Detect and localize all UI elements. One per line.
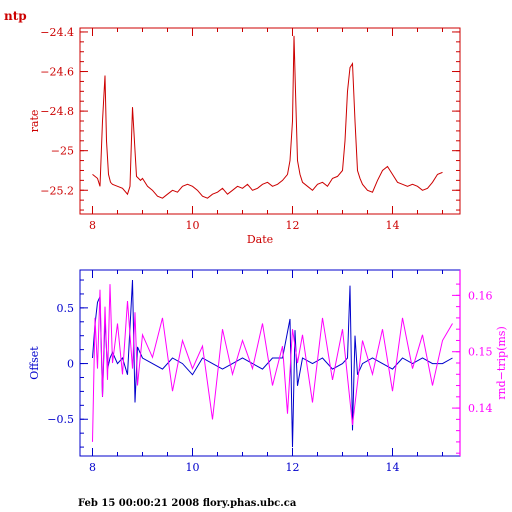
app-label: ntp — [4, 9, 27, 23]
x-tick-label: 10 — [186, 461, 200, 474]
y-tick-label: −24.4 — [40, 26, 74, 39]
x-tick-label: 14 — [386, 461, 400, 474]
x-tick-label: 8 — [89, 461, 96, 474]
footer-timestamp: Feb 15 00:00:21 2008 flory.phas.ubc.ca — [78, 498, 297, 509]
x-axis-label: Date — [247, 233, 273, 246]
x-tick-label: 12 — [286, 219, 300, 232]
y2-tick-label: 0.15 — [468, 346, 493, 359]
y-tick-label: −24.6 — [40, 66, 74, 79]
y2-tick-label: 0.14 — [468, 402, 493, 415]
series-line-rate — [92, 35, 443, 199]
y-axis-label: rate — [28, 110, 41, 133]
plot-frame — [79, 27, 461, 215]
y-tick-label: −25 — [51, 145, 74, 158]
y2-axis-label: rnd−trip(ms) — [495, 326, 508, 400]
y-tick-label: −24.8 — [40, 105, 74, 118]
y-tick-label: −25.2 — [40, 184, 74, 197]
y2-tick-label: 0.16 — [468, 289, 493, 302]
x-tick-label: 8 — [89, 219, 96, 232]
series-line-offset — [92, 279, 453, 448]
rate-chart: 8 10 12 14 −25.2 −25 −24.8 −24.6 −24.4 Date rate — [28, 26, 461, 246]
y-tick-label: −0.5 — [47, 413, 74, 426]
x-tick-label: 14 — [386, 219, 400, 232]
x-tick-label: 12 — [286, 461, 300, 474]
x-tick-label: 10 — [186, 219, 200, 232]
y-tick-label: 0 — [67, 358, 74, 371]
y-tick-label: 0.5 — [57, 302, 75, 315]
y-axis-label: Offset — [28, 346, 41, 380]
series-line-rnd-trip — [92, 284, 453, 442]
offset-roundtrip-chart: 8 10 12 14 −0.5 0 0.5 0.14 0.15 0.16 rnd−trip(ms) O… — [28, 269, 508, 474]
